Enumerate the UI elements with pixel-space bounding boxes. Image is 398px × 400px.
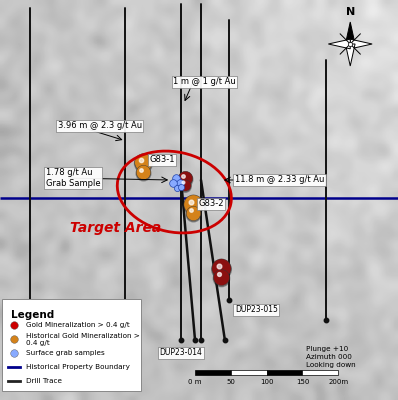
Text: Plunge +10
Azimuth 000
Looking down: Plunge +10 Azimuth 000 Looking down [306,346,356,368]
Text: 200m: 200m [328,379,348,385]
Text: Gold Mineralization > 0.4 g/t: Gold Mineralization > 0.4 g/t [26,322,130,328]
Point [174,184,180,191]
Polygon shape [328,39,350,49]
Text: 1.78 g/t Au
Grab Sample: 1.78 g/t Au Grab Sample [46,168,100,188]
Point [218,275,224,281]
Point [140,170,146,176]
Bar [267,370,302,375]
Text: Surface grab samples: Surface grab samples [26,350,105,356]
Point [140,169,146,175]
Point [177,180,183,186]
FancyBboxPatch shape [2,299,141,391]
Text: 100: 100 [260,379,273,385]
Point [178,184,184,190]
Point [215,262,222,269]
Text: Historical Gold Mineralization >
0.4 g/t: Historical Gold Mineralization > 0.4 g/t [26,332,140,346]
Point [215,271,222,278]
Text: DUP23-015: DUP23-015 [235,306,278,314]
Polygon shape [345,22,355,44]
Point [190,202,197,208]
Polygon shape [350,39,372,49]
Point [182,182,189,188]
Point [180,179,186,186]
Point [140,159,146,165]
Text: 150: 150 [296,379,309,385]
Text: Target Area: Target Area [70,221,161,235]
Point [180,172,186,179]
Text: Legend: Legend [11,310,55,320]
Bar [195,370,231,375]
Point [182,183,189,189]
Point [190,210,197,216]
Point [188,207,194,214]
Text: 50: 50 [226,379,235,385]
Point [182,175,189,181]
Point [218,266,224,272]
Point [173,175,179,181]
Point [140,160,146,166]
Point [182,176,189,182]
Point [218,274,224,280]
Text: DUP23-014: DUP23-014 [160,348,203,357]
Text: 0 m: 0 m [188,379,202,385]
Text: Historical Property Boundary: Historical Property Boundary [26,364,130,370]
Point [188,198,194,205]
Point [170,180,176,186]
Point [138,166,144,173]
Text: 3.96 m @ 2.3 g/t Au: 3.96 m @ 2.3 g/t Au [58,122,142,130]
Point [190,201,197,207]
Text: Drill Trace: Drill Trace [26,378,62,384]
Bar [231,370,267,375]
Point [218,265,224,271]
Text: G83-1: G83-1 [149,156,175,164]
Bar [302,370,338,375]
Text: 11.8 m @ 2.33 g/t Au: 11.8 m @ 2.33 g/t Au [235,176,324,184]
Text: 1 m @ 1 g/t Au: 1 m @ 1 g/t Au [173,78,236,86]
Text: G83-2: G83-2 [198,200,224,208]
Point [138,156,144,163]
Point [190,211,197,217]
Polygon shape [345,44,355,66]
Text: N: N [345,7,355,17]
